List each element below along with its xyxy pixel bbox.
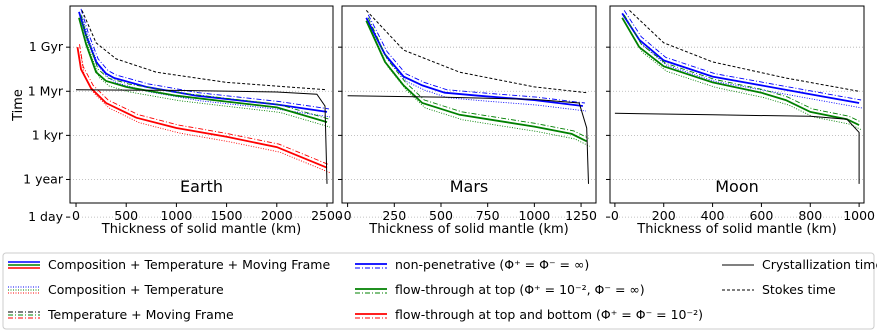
x-tick-label: 750 xyxy=(476,208,500,223)
series-line-dotted xyxy=(368,25,590,147)
axes-frame xyxy=(69,5,334,204)
x-tick-label: 250 xyxy=(382,208,406,223)
y-tick-label: 1 day xyxy=(28,209,64,224)
legend-swatch xyxy=(8,261,40,269)
y-tick-label: 1 kyr xyxy=(32,127,64,142)
series-line-flow-through-at-top-and-bottom xyxy=(76,47,328,169)
series-line-dashdot xyxy=(367,14,585,104)
series-line-dashdot xyxy=(623,10,862,101)
x-tick-label: 0 xyxy=(611,208,619,223)
series-line-non-penetrative xyxy=(365,17,584,107)
legend-label: flow-through at top (Φ⁺ = 10⁻², Φ⁻ = ∞) xyxy=(395,282,645,297)
series-line-dashdot xyxy=(79,44,330,166)
x-tick-label: 200 xyxy=(652,208,676,223)
x-tick-label: 1500 xyxy=(211,208,243,223)
x-tick-label: 600 xyxy=(749,208,773,223)
series-line-dotted xyxy=(81,16,331,118)
series-line-non-penetrative xyxy=(621,12,860,104)
axes-frame xyxy=(609,5,865,204)
series-line-crystallization-time xyxy=(75,89,328,184)
legend-box xyxy=(2,252,875,330)
series-line-flow-through-at-top xyxy=(78,17,328,123)
y-axis-label: Time xyxy=(11,89,26,122)
x-axis-label: Thickness of solid mantle (km) xyxy=(636,222,836,237)
series-line-stokes-time xyxy=(81,10,328,91)
legend-swatch xyxy=(355,313,387,319)
legend-label: Temperature + Moving Frame xyxy=(47,307,234,322)
series-line-stokes-time xyxy=(365,10,587,94)
series-line-crystallization-time xyxy=(614,112,860,184)
panel-earth: 0 500 1000 1500 2000 2500 1 day 1 year 1 kyr 1 My… xyxy=(23,5,343,237)
panel-title: Moon xyxy=(715,177,759,196)
legend-swatch xyxy=(8,286,40,294)
series-line-dashdot xyxy=(80,14,330,120)
axes-frame xyxy=(341,5,597,204)
x-tick-label: 2000 xyxy=(261,208,293,223)
x-tick-label: 2500 xyxy=(311,208,343,223)
x-tick-label: 800 xyxy=(798,208,822,223)
series-line-crystallization-time xyxy=(347,95,589,184)
series-line-dashdot xyxy=(623,14,862,123)
series-line-non-penetrative xyxy=(78,11,328,113)
legend-swatch xyxy=(355,288,387,294)
x-tick-label: 0 xyxy=(344,208,352,223)
series-line-dashdot xyxy=(367,17,589,139)
x-tick-label: 500 xyxy=(114,208,138,223)
y-tick-label: 1 Gyr xyxy=(29,39,64,54)
panel-title: Earth xyxy=(180,177,223,196)
x-axis-label: Thickness of solid mantle (km) xyxy=(368,222,568,237)
legend-swatch xyxy=(355,263,387,269)
panel-title: Mars xyxy=(450,177,489,196)
legend-label: Composition + Temperature xyxy=(48,282,224,297)
y-tick-label: 1 Myr xyxy=(28,83,64,98)
x-tick-label: 1250 xyxy=(565,208,597,223)
x-tick-label: 500 xyxy=(429,208,453,223)
series-line-dotted xyxy=(80,52,331,174)
y-tick-label: 1 year xyxy=(23,171,64,186)
legend-label: Crystallization time xyxy=(762,257,877,272)
legend-label: flow-through at top and bottom (Φ⁺ = Φ⁻ … xyxy=(395,307,703,322)
x-tick-label: 1000 xyxy=(160,208,192,223)
legend-label: non-penetrative (Φ⁺ = Φ⁻ = ∞) xyxy=(395,257,589,272)
series-line-flow-through-at-top xyxy=(365,20,588,143)
x-tick-label: 0 xyxy=(72,208,80,223)
series-line-dashdot xyxy=(80,8,330,110)
x-tick-label: 1000 xyxy=(518,208,550,223)
x-tick-label: 400 xyxy=(701,208,725,223)
series-line-stokes-time xyxy=(629,10,860,92)
series-line-flow-through-at-top xyxy=(621,17,860,126)
panel-moon: 0 200 400 600 800 1000 Thickness of solid mant… xyxy=(606,5,875,237)
legend-label: Composition + Temperature + Moving Frame xyxy=(48,257,330,272)
x-tick-label: 1000 xyxy=(843,208,875,223)
legend: Composition + Temperature + Moving Frame… xyxy=(2,252,877,330)
series-line-dotted xyxy=(368,22,586,112)
x-axis-label: Thickness of solid mantle (km) xyxy=(101,222,301,237)
legend-label: Stokes time xyxy=(762,282,836,297)
